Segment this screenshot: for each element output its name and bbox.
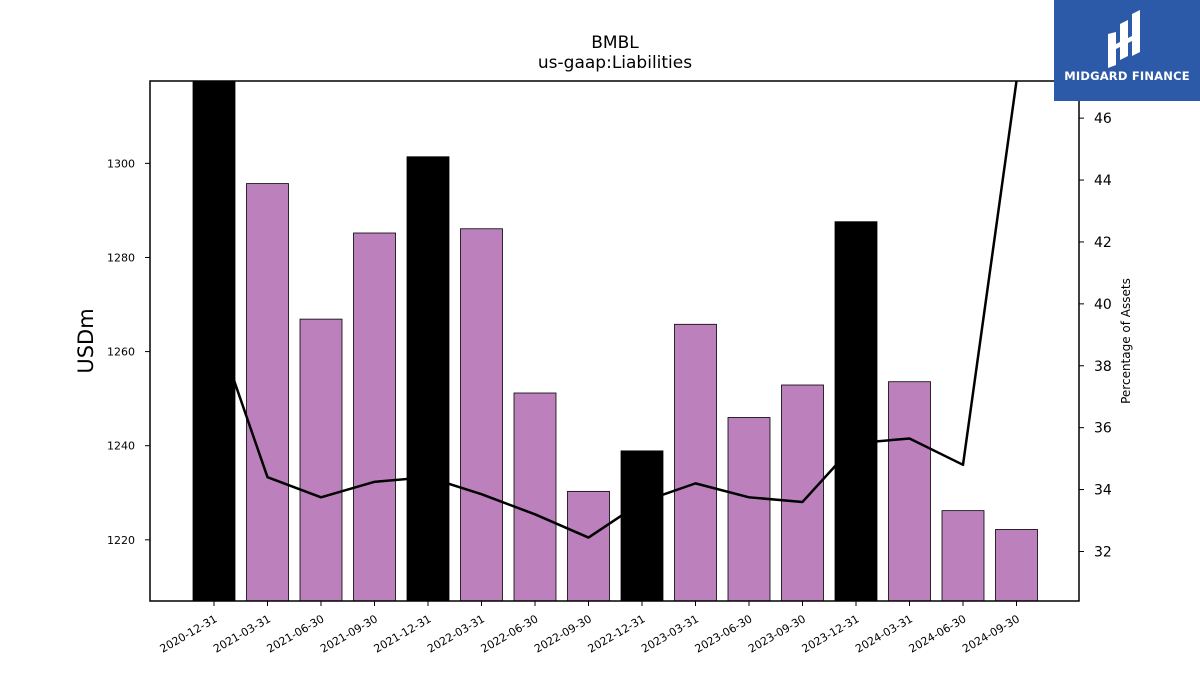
x-tick-label: 2022-09-30	[532, 612, 594, 655]
percentage-line	[212, 80, 1018, 539]
y2-tick-label: 40	[1094, 297, 1112, 313]
y-tick-label: 1300	[107, 157, 135, 170]
y-axis-label: USDm	[74, 308, 98, 373]
bar	[834, 221, 878, 602]
bar	[460, 228, 503, 602]
y-tick-label: 1240	[107, 440, 135, 453]
y-tick-label: 1260	[107, 346, 135, 359]
bar	[299, 318, 343, 602]
chart-subtitle: us-gaap:Liabilities	[538, 53, 692, 73]
x-tick-label: 2021-09-30	[318, 612, 380, 655]
x-tick-label: 2022-12-31	[586, 612, 648, 655]
x-axis: 2020-12-312021-03-312021-06-302021-09-30…	[158, 601, 1022, 656]
logo-text: MIDGARD FINANCE	[1064, 69, 1190, 83]
line-series	[212, 80, 1018, 539]
bar	[246, 183, 289, 602]
midgard-finance-logo: MIDGARD FINANCE	[1054, 0, 1200, 101]
bar	[513, 392, 557, 602]
y2-tick-label: 44	[1094, 173, 1112, 189]
y2-axis-label: Percentage of Assets	[1119, 278, 1133, 404]
x-tick-label: 2024-09-30	[960, 612, 1022, 655]
x-tick-label: 2023-03-31	[639, 612, 701, 655]
logo-mark-icon	[1108, 10, 1140, 68]
x-tick-label: 2021-06-30	[265, 612, 327, 655]
x-tick-label: 2021-12-31	[372, 612, 434, 655]
bar	[941, 510, 985, 602]
y-axis-right: 32 34 36 38 40 42 44 46	[1079, 111, 1112, 560]
x-tick-label: 2024-06-30	[907, 612, 969, 655]
bar	[888, 381, 931, 602]
bar	[674, 323, 717, 602]
x-tick-label: 2022-06-30	[479, 612, 541, 655]
x-tick-label: 2023-12-31	[800, 612, 862, 655]
bar	[406, 156, 450, 602]
bar-series	[192, 80, 1038, 602]
y-tick-label: 1280	[107, 251, 135, 264]
bar	[995, 529, 1038, 602]
y2-tick-label: 36	[1094, 421, 1112, 437]
bar	[781, 384, 824, 602]
y2-tick-label: 32	[1094, 544, 1112, 560]
x-tick-label: 2022-03-31	[425, 612, 487, 655]
y2-tick-label: 34	[1094, 483, 1112, 499]
x-tick-label: 2023-09-30	[746, 612, 808, 655]
bar	[727, 417, 771, 602]
x-tick-label: 2024-03-31	[853, 612, 915, 655]
x-tick-label: 2021-03-31	[211, 612, 273, 655]
plot-frame	[149, 80, 1080, 602]
x-tick-label: 2023-06-30	[693, 612, 755, 655]
bar	[567, 490, 610, 602]
bar	[353, 232, 396, 602]
y-axis-left: 1220 1240 1260 1280 1300	[107, 157, 150, 547]
bar	[620, 450, 664, 602]
y2-tick-label: 38	[1094, 359, 1112, 375]
chart-title: BMBL	[591, 33, 639, 53]
x-tick-label: 2020-12-31	[158, 612, 220, 655]
y2-tick-label: 42	[1094, 235, 1112, 251]
y2-tick-label: 46	[1094, 111, 1112, 127]
bar	[192, 80, 236, 602]
y-tick-label: 1220	[107, 534, 135, 547]
